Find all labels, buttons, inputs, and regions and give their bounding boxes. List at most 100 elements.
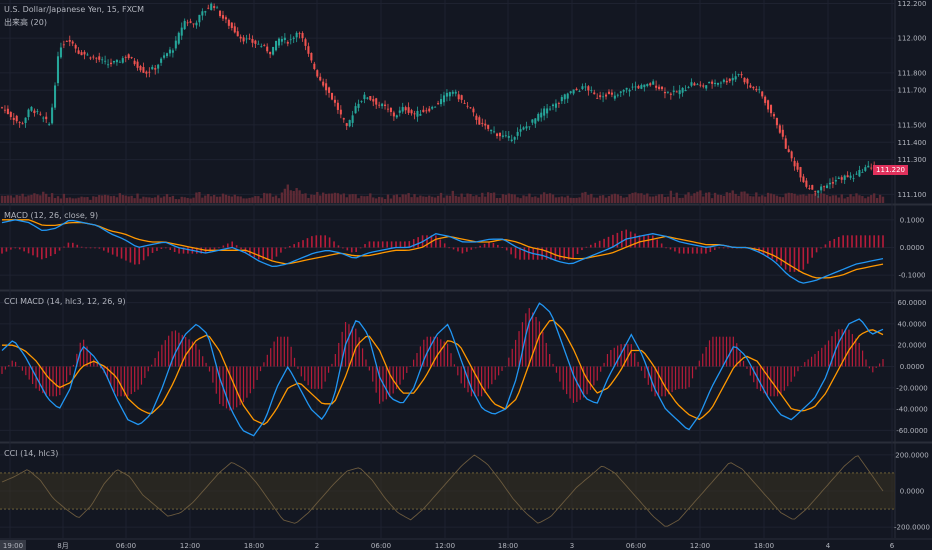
- macd-histogram-bar: [448, 247, 450, 249]
- candle-body: [563, 94, 566, 100]
- candle-body: [18, 122, 21, 123]
- cci-macd-histogram-bar: [195, 343, 197, 367]
- volume-bar: [251, 197, 254, 203]
- cci-macd-histogram-bar: [848, 329, 850, 367]
- candle-body: [363, 94, 366, 100]
- volume-bar: [127, 196, 130, 203]
- candle-body: [646, 84, 649, 86]
- macd-histogram-bar: [288, 246, 291, 248]
- volume-bar: [45, 193, 48, 203]
- volume-bar: [654, 195, 658, 203]
- candle-body: [711, 81, 714, 84]
- candle-body: [793, 160, 796, 167]
- candle-body: [469, 107, 472, 109]
- cci-macd-histogram-bar: [525, 313, 527, 367]
- candle-body: [65, 41, 68, 42]
- volume-bar: [675, 192, 678, 203]
- macd-histogram-bar: [585, 246, 588, 248]
- cci-macd-histogram-bar: [429, 336, 432, 367]
- macd-pane[interactable]: [1, 219, 884, 284]
- macd-histogram-bar: [696, 247, 698, 254]
- volume-bar: [663, 196, 667, 203]
- volume-bar: [551, 194, 555, 203]
- cci-macd-histogram-bar: [549, 354, 551, 367]
- cci-macd-histogram-bar: [406, 366, 408, 373]
- volume-bar: [56, 196, 60, 203]
- volume-bar: [793, 193, 796, 203]
- volume-bar: [545, 193, 549, 203]
- candle-body: [714, 82, 717, 84]
- candle-body: [269, 51, 272, 55]
- cci-macd-histogram-bar: [76, 353, 78, 367]
- cci-pane[interactable]: [0, 454, 895, 527]
- volume-bar: [433, 197, 437, 203]
- cci-macd-histogram-bar: [290, 346, 292, 367]
- candle-body: [71, 41, 74, 44]
- cci-macd-pane[interactable]: [1, 302, 884, 437]
- candle-body: [298, 33, 301, 35]
- candle-body: [870, 167, 873, 169]
- macd-tick-label: 0.1000: [900, 216, 925, 224]
- volume-bar: [154, 197, 157, 203]
- volume-bar: [707, 192, 711, 203]
- candle-body: [828, 182, 831, 185]
- macd-histogram-bar: [466, 247, 468, 252]
- volume-bar: [814, 192, 817, 203]
- candle-body: [369, 96, 372, 100]
- macd-histogram-bar: [833, 238, 836, 248]
- cci-macd-histogram-bar: [300, 366, 302, 377]
- candle-body: [56, 56, 60, 84]
- cci-macd-histogram-bar: [872, 366, 874, 373]
- cci-macd-histogram-bar: [790, 366, 792, 382]
- candle-body: [328, 87, 331, 93]
- time-axis: 19:00 8月 06:00 12:00 18:00 2 06:00 12:00 18:00 3 0…: [0, 540, 895, 550]
- cci-macd-histogram-bar: [600, 366, 602, 372]
- price-pane[interactable]: [0, 2, 885, 203]
- volume-bar: [289, 190, 292, 203]
- cci-tick-label: -200.0000: [894, 524, 930, 532]
- candle-body: [248, 38, 251, 40]
- volume-bar: [772, 194, 776, 203]
- candle-body: [286, 41, 289, 44]
- candle-body: [554, 103, 557, 108]
- macd-histogram-bar: [452, 247, 455, 250]
- candle-body: [507, 135, 510, 138]
- macd-histogram-bar: [426, 235, 428, 248]
- cci-macd-histogram-bar: [385, 366, 387, 400]
- volume-bar: [560, 196, 564, 203]
- cci-macd-tick-label: -40.0000: [896, 406, 927, 414]
- macd-histogram-bar: [319, 235, 322, 248]
- candle-body: [239, 36, 242, 39]
- candle-body: [445, 92, 448, 97]
- volume-bar: [817, 195, 820, 203]
- candle-body: [83, 51, 86, 55]
- candle-body: [422, 109, 425, 113]
- cci-macd-histogram-bar: [304, 366, 306, 381]
- cci-macd-histogram-bar: [773, 366, 775, 397]
- volume-bar: [643, 194, 646, 203]
- volume-bar: [27, 195, 30, 203]
- macd-histogram-bar: [855, 235, 858, 248]
- macd-histogram-bar: [266, 247, 269, 260]
- volume-bar: [310, 194, 313, 203]
- macd-histogram-bar: [457, 247, 459, 252]
- candle-body: [127, 54, 130, 59]
- candle-body: [48, 123, 51, 125]
- macd-histogram-bar: [10, 247, 12, 250]
- volume-bar: [846, 196, 849, 203]
- volume-bar: [375, 198, 378, 203]
- candle-body: [283, 37, 286, 40]
- candle-body: [292, 37, 295, 39]
- cci-macd-histogram-bar: [205, 362, 207, 367]
- cci-macd-histogram-bar: [875, 366, 877, 368]
- candle-body: [755, 88, 758, 91]
- candle-body: [740, 74, 743, 76]
- volume-bar: [439, 192, 443, 203]
- candle-body: [21, 123, 24, 125]
- volume-bar: [761, 195, 764, 203]
- volume-bar: [266, 193, 269, 203]
- candle-body: [749, 85, 752, 88]
- cci-macd-histogram-bar: [481, 366, 483, 397]
- volume-bar: [457, 196, 460, 203]
